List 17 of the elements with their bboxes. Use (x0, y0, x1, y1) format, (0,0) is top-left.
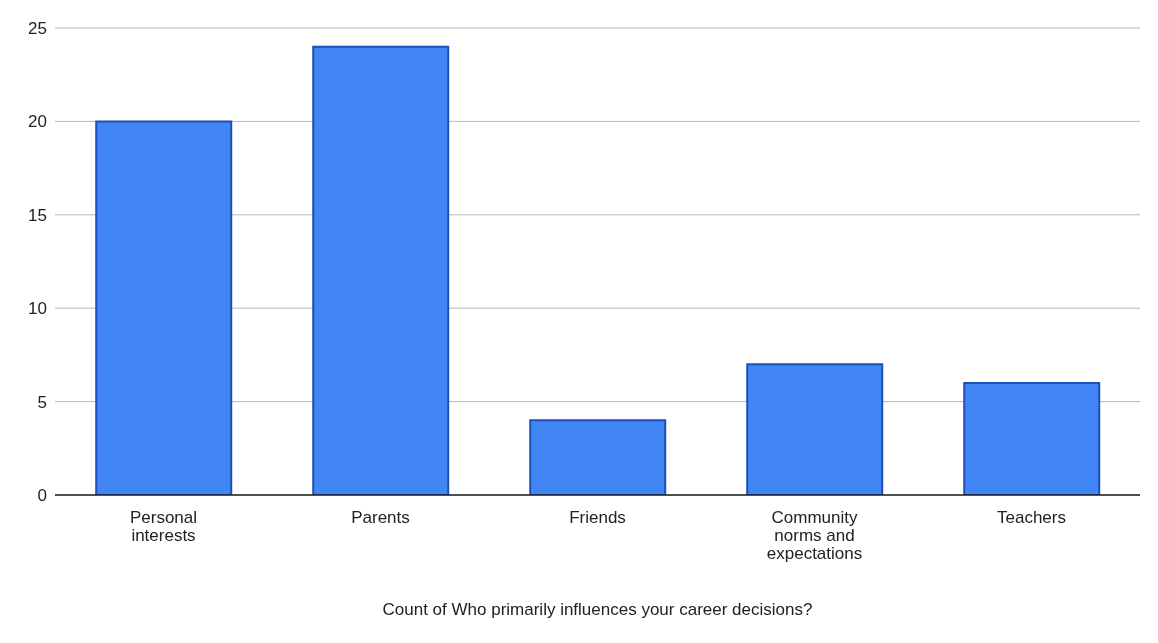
x-axis-title: Count of Who primarily influences your career decisions? (382, 600, 813, 619)
x-tick-label: Parents (351, 508, 410, 528)
bar (746, 363, 884, 495)
bar (963, 381, 1101, 495)
y-tick-label: 10 (28, 299, 47, 319)
x-tick-label: Friends (569, 508, 626, 528)
y-tick-label: 25 (28, 19, 47, 39)
bar (312, 45, 450, 495)
y-tick-label: 20 (28, 112, 47, 132)
x-tick-label: Community norms and expectations (766, 508, 863, 564)
y-tick-label: 15 (28, 205, 47, 225)
bar (529, 419, 667, 495)
y-tick-label: 0 (37, 486, 47, 506)
y-tick-label: 5 (37, 392, 47, 412)
x-tick-label: Personal interests (129, 508, 198, 546)
bar (95, 120, 233, 495)
x-tick-label: Teachers (997, 508, 1066, 528)
